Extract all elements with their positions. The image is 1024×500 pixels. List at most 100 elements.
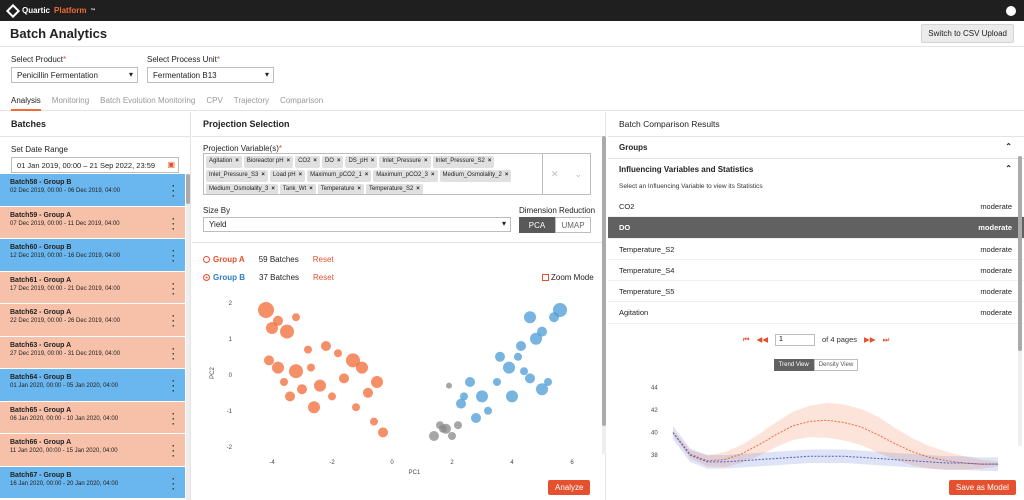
group-b-radio[interactable]: Group B (203, 273, 245, 282)
scatter-point (370, 417, 378, 426)
unit-select[interactable]: Fermentation B13 ▾ (147, 67, 274, 83)
batch-item[interactable]: Batch66 - Group A 11 Jan 2020, 00:00 - 15… (0, 434, 185, 467)
more-icon[interactable]: · · · (172, 311, 175, 331)
variable-row[interactable]: Agitation moderate (608, 302, 1024, 324)
group-b-reset[interactable]: Reset (313, 273, 334, 282)
tab-analysis[interactable]: Analysis (11, 93, 41, 111)
projection-variables-input[interactable]: Agitation × Bioreactor pH × CO2 × DO × DS_pH × Inl… (203, 153, 543, 195)
tab-monitoring[interactable]: Monitoring (51, 96, 90, 105)
variable-level: moderate (980, 287, 1012, 297)
variable-chip[interactable]: Maximum_pCO2_3 × (373, 170, 438, 182)
pca-scatter-plot[interactable]: -4 -2 0 2 4 6 2 1 0 -1 -2 PC1 PC2 (202, 284, 592, 476)
variable-chip[interactable]: Bioreactor pH × (243, 156, 294, 168)
batch-item[interactable]: Batch64 - Group B 01 Jan 2020, 00:00 - 05… (0, 369, 185, 402)
variable-row[interactable]: Temperature_S4 moderate (608, 260, 1024, 282)
batch-item[interactable]: Batch65 - Group A 06 Jan 2020, 00:00 - 10… (0, 401, 185, 434)
group-a-radio[interactable]: Group A (203, 255, 245, 264)
more-icon[interactable]: · · · (172, 246, 175, 266)
variable-row[interactable]: Temperature_S5 moderate (608, 281, 1024, 303)
variable-chip[interactable]: CO2 × (295, 156, 320, 168)
close-icon[interactable]: × (309, 186, 313, 192)
results-scrollbar[interactable] (1018, 156, 1022, 446)
close-icon[interactable]: × (313, 158, 317, 164)
variable-chip[interactable]: DO × (321, 156, 344, 168)
close-icon[interactable]: × (364, 172, 369, 178)
variable-chip[interactable]: Inlet_Pressure_S2 × (432, 156, 495, 168)
close-icon[interactable]: × (424, 158, 428, 164)
more-icon[interactable]: · · · (172, 376, 175, 396)
more-icon[interactable]: · · · (172, 278, 175, 299)
save-as-model-button[interactable]: Save as Model (949, 480, 1016, 495)
close-icon[interactable]: × (261, 172, 265, 178)
batch-item[interactable]: Batch58 - Group B 02 Dec 2019, 00:00 - 06… (0, 174, 185, 207)
csv-upload-button[interactable]: Switch to CSV Upload (921, 24, 1014, 43)
tab-comparison[interactable]: Comparison (280, 96, 324, 105)
batch-item[interactable]: Batch63 - Group A 27 Dec 2019, 00:00 - 31… (0, 336, 185, 369)
variable-chip[interactable]: Medium_Osmolality_2 × (439, 170, 512, 182)
clear-icon[interactable]: ✕ (550, 168, 559, 179)
close-icon[interactable]: × (504, 172, 509, 178)
more-icon[interactable]: · · · (172, 181, 175, 201)
umap-button[interactable]: UMAP (555, 217, 591, 233)
more-icon[interactable]: · · · (172, 473, 175, 494)
tab-trajectory[interactable]: Trajectory (233, 96, 270, 105)
close-icon[interactable]: × (336, 158, 341, 164)
close-icon[interactable]: × (370, 158, 375, 164)
variable-chip[interactable]: Temperature × (317, 184, 364, 194)
variable-chip[interactable]: Inlet_Pressure × (379, 156, 431, 168)
batch-item[interactable]: Batch67 - Group B 16 Jan 2020, 00:00 - 20… (0, 466, 185, 499)
tab-cpv[interactable]: CPV (206, 96, 223, 105)
batch-scrollbar[interactable] (186, 174, 190, 500)
density-view-button[interactable]: Density View (813, 358, 859, 371)
more-icon[interactable]: · · · (172, 408, 175, 429)
logo[interactable]: Quartic Platform ™ (5, 3, 95, 18)
tab-batch-evolution[interactable]: Batch Evolution Monitoring (100, 96, 196, 105)
close-icon[interactable]: × (416, 186, 420, 192)
first-page-icon[interactable]: ⏮ (742, 334, 750, 344)
calendar-icon[interactable]: ▣ (167, 160, 175, 169)
close-icon[interactable]: × (286, 158, 291, 164)
size-by-select[interactable]: Yield ▾ (203, 217, 511, 232)
batch-item[interactable]: Batch60 - Group B 12 Dec 2019, 00:00 - 16… (0, 239, 185, 272)
close-icon[interactable]: × (357, 186, 361, 192)
next-page-icon[interactable]: ▶▶ (864, 335, 876, 345)
variable-row[interactable]: Temperature_S2 moderate (608, 239, 1024, 260)
pca-button[interactable]: PCA (519, 217, 555, 233)
batch-item[interactable]: Batch59 - Group A 07 Dec 2019, 00:00 - 11… (0, 206, 185, 239)
variable-chip[interactable]: Load pH × (269, 170, 306, 182)
close-icon[interactable]: × (271, 186, 275, 192)
chevron-down-icon[interactable]: ⌄ (574, 168, 583, 179)
variable-chip[interactable]: Medium_Osmolality_3 × (206, 184, 278, 194)
variable-chip[interactable]: Temperature_S2 × (365, 184, 423, 194)
variable-row[interactable]: DO moderate (608, 217, 1024, 239)
variable-chip[interactable]: Inlet_Pressure_S3 × (206, 170, 268, 182)
close-icon[interactable]: × (235, 158, 239, 164)
variable-chip[interactable]: Maximum_pCO2_1 × (307, 170, 372, 182)
trend-view-button[interactable]: Trend View (773, 358, 814, 371)
influencing-accordion[interactable]: Influencing Variables and Statistics ⌃ (608, 158, 1024, 180)
group-a-reset[interactable]: Reset (312, 255, 334, 264)
projection-scrollbar[interactable] (602, 136, 606, 454)
variable-row[interactable]: CO2 moderate (608, 196, 1024, 218)
close-icon[interactable]: × (298, 172, 303, 178)
batch-item[interactable]: Batch61 - Group A 17 Dec 2019, 00:00 - 21… (0, 271, 185, 304)
groups-accordion[interactable]: Groups ⌃ (608, 136, 1024, 158)
close-icon[interactable]: × (487, 158, 492, 164)
variable-chip[interactable]: Agitation × (206, 156, 242, 168)
close-icon[interactable]: × (430, 172, 435, 178)
zoom-mode-checkbox[interactable]: Zoom Mode (542, 273, 594, 282)
variable-chip[interactable]: DS_pH × (345, 156, 378, 168)
page-input[interactable] (774, 333, 815, 346)
last-page-icon[interactable]: ⏭ (882, 334, 890, 344)
view-toggle: Trend View Density View (608, 358, 1024, 371)
more-icon[interactable]: · · · (172, 343, 175, 364)
date-range-input[interactable]: 01 Jan 2019, 00:00 – 21 Sep 2022, 23:59 ▣ (11, 157, 179, 173)
batch-item[interactable]: Batch62 - Group A 22 Dec 2019, 00:00 - 26… (0, 304, 185, 337)
prev-page-icon[interactable]: ◀◀ (756, 335, 768, 345)
variable-chip[interactable]: Tank_Wt × (279, 184, 316, 194)
more-icon[interactable]: · · · (172, 441, 175, 461)
product-select[interactable]: Penicillin Fermentation ▾ (11, 67, 138, 83)
more-icon[interactable]: · · · (172, 213, 175, 234)
user-icon[interactable] (1006, 5, 1016, 16)
analyze-button[interactable]: Analyze (548, 480, 591, 495)
